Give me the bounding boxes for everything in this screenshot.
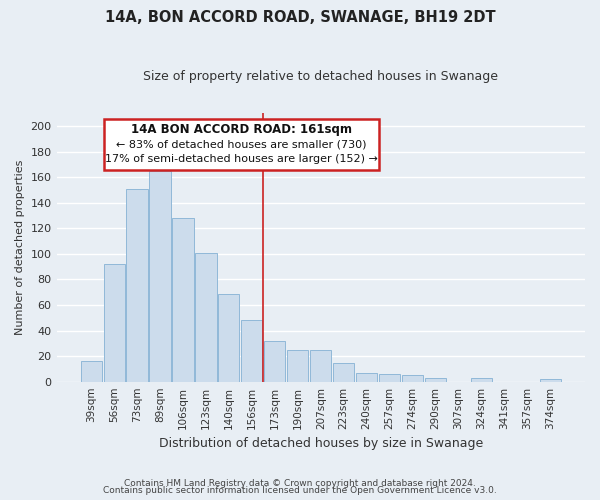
Text: 14A BON ACCORD ROAD: 161sqm: 14A BON ACCORD ROAD: 161sqm — [131, 123, 352, 136]
Text: ← 83% of detached houses are smaller (730): ← 83% of detached houses are smaller (73… — [116, 139, 367, 149]
X-axis label: Distribution of detached houses by size in Swanage: Distribution of detached houses by size … — [158, 437, 483, 450]
Text: 14A, BON ACCORD ROAD, SWANAGE, BH19 2DT: 14A, BON ACCORD ROAD, SWANAGE, BH19 2DT — [104, 10, 496, 25]
Bar — [104, 264, 125, 382]
Bar — [402, 376, 423, 382]
Bar — [471, 378, 492, 382]
Bar — [172, 218, 194, 382]
Bar — [264, 341, 286, 382]
FancyBboxPatch shape — [104, 118, 379, 170]
Text: 17% of semi-detached houses are larger (152) →: 17% of semi-detached houses are larger (… — [105, 154, 378, 164]
Bar — [218, 294, 239, 382]
Bar — [540, 379, 561, 382]
Bar — [333, 362, 354, 382]
Title: Size of property relative to detached houses in Swanage: Size of property relative to detached ho… — [143, 70, 498, 83]
Bar — [356, 372, 377, 382]
Y-axis label: Number of detached properties: Number of detached properties — [15, 160, 25, 335]
Bar — [196, 252, 217, 382]
Bar — [425, 378, 446, 382]
Bar — [379, 374, 400, 382]
Bar — [310, 350, 331, 382]
Text: Contains public sector information licensed under the Open Government Licence v3: Contains public sector information licen… — [103, 486, 497, 495]
Bar — [127, 188, 148, 382]
Bar — [241, 320, 262, 382]
Bar — [287, 350, 308, 382]
Bar — [149, 171, 170, 382]
Text: Contains HM Land Registry data © Crown copyright and database right 2024.: Contains HM Land Registry data © Crown c… — [124, 478, 476, 488]
Bar — [80, 361, 101, 382]
